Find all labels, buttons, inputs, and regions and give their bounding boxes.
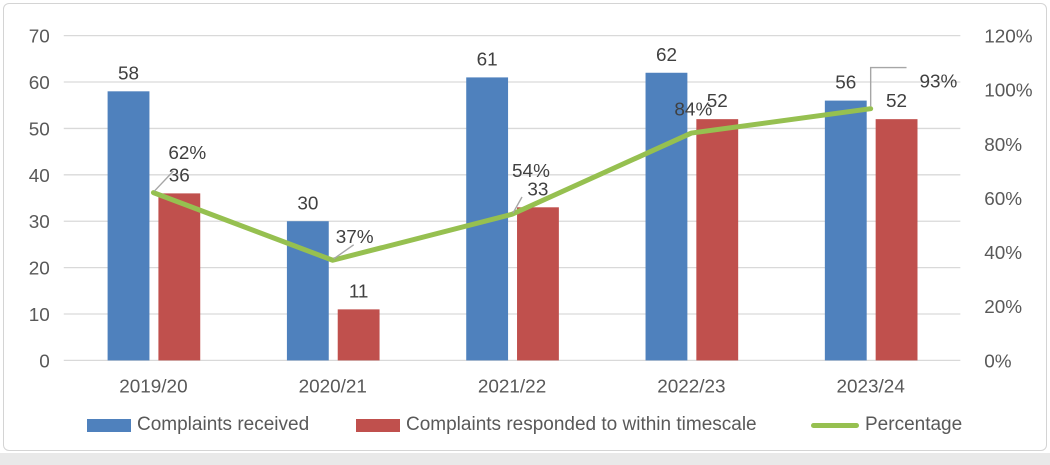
left-axis-tick-label: 0 <box>39 351 50 372</box>
bar-complaints-responded <box>517 207 559 361</box>
bar-complaints-responded <box>337 309 380 361</box>
bar-value-label: 52 <box>886 91 907 112</box>
bar-complaints-received <box>286 221 329 361</box>
left-axis-tick-label: 50 <box>29 119 50 140</box>
combo-chart: 0 10 20 30 40 50 60 70 0% 20% 40% 60% 80% 100% 120% 201… <box>29 27 1033 398</box>
left-axis-tick-label: 20 <box>29 259 50 280</box>
legend-swatch-complaints-responded <box>356 418 400 432</box>
percentage-point-label: 93% <box>919 71 957 92</box>
legend-label-complaints-responded: Complaints responded to within timescale <box>406 414 757 435</box>
right-axis-tick-label: 60% <box>984 189 1022 210</box>
label-leader-line <box>869 66 907 107</box>
legend-swatch-percentage-line <box>811 422 859 428</box>
chart-frame: 0 10 20 30 40 50 60 70 0% 20% 40% 60% 80% 100% 120% 201… <box>3 3 1047 451</box>
label-leader-line <box>512 196 523 214</box>
chart-legend: Complaints received Complaints responded… <box>4 410 1046 440</box>
category-label: 2021/22 <box>478 376 546 397</box>
bar-complaints-responded <box>696 119 739 361</box>
bar-complaints-responded <box>158 193 201 361</box>
label-leader-line <box>153 170 174 192</box>
percentage-point-label: 54% <box>512 161 550 182</box>
right-axis-tick-label: 100% <box>984 81 1033 102</box>
bar-value-label: 36 <box>169 165 190 186</box>
category-label: 2019/20 <box>119 376 187 397</box>
plot-area-wrap: 0 10 20 30 40 50 60 70 0% 20% 40% 60% 80% 100% 120% 201… <box>4 4 1046 404</box>
legend-label-percentage: Percentage <box>865 414 963 435</box>
bar-value-label: 61 <box>477 49 498 70</box>
page-background-strip <box>0 453 1050 465</box>
percentage-point-label: 37% <box>336 227 374 248</box>
bar-value-label: 56 <box>835 73 856 94</box>
bar-complaints-responded <box>875 119 918 361</box>
bar-value-label: 62 <box>656 45 677 66</box>
bar-complaints-received <box>824 100 867 361</box>
left-axis-tick-label: 40 <box>29 166 50 187</box>
bar-complaints-received <box>645 72 688 361</box>
left-axis-tick-label: 30 <box>29 212 50 233</box>
bar-value-label: 33 <box>527 179 548 200</box>
bar-complaints-received <box>107 91 150 361</box>
right-axis-tick-label: 120% <box>984 27 1033 48</box>
legend-item-percentage: Percentage <box>811 410 962 440</box>
right-axis-tick-label: 20% <box>984 297 1022 318</box>
bar-value-label: 30 <box>297 193 318 214</box>
legend-label-complaints-received: Complaints received <box>137 414 310 435</box>
label-leader-line <box>333 244 355 260</box>
legend-item-complaints-received: Complaints received <box>87 410 309 440</box>
right-axis-tick-label: 40% <box>984 243 1022 264</box>
right-axis-tick-label: 0% <box>984 351 1012 372</box>
category-label: 2020/21 <box>299 376 367 397</box>
right-axis-tick-label: 80% <box>984 135 1022 156</box>
left-axis-tick-label: 70 <box>29 27 50 48</box>
percentage-line <box>150 106 874 263</box>
legend-swatch-complaints-received <box>87 418 131 432</box>
category-label: 2023/24 <box>837 376 905 397</box>
legend-item-complaints-responded: Complaints responded to within timescale <box>356 410 757 440</box>
left-axis-tick-label: 10 <box>29 305 50 326</box>
category-label: 2022/23 <box>657 376 725 397</box>
percentage-point-label: 62% <box>168 143 206 164</box>
bar-value-label: 52 <box>707 91 728 112</box>
left-axis-tick-label: 60 <box>29 73 50 94</box>
bar-value-label: 58 <box>118 63 139 84</box>
bar-value-label: 11 <box>349 281 369 302</box>
percentage-point-label: 84% <box>674 99 712 120</box>
